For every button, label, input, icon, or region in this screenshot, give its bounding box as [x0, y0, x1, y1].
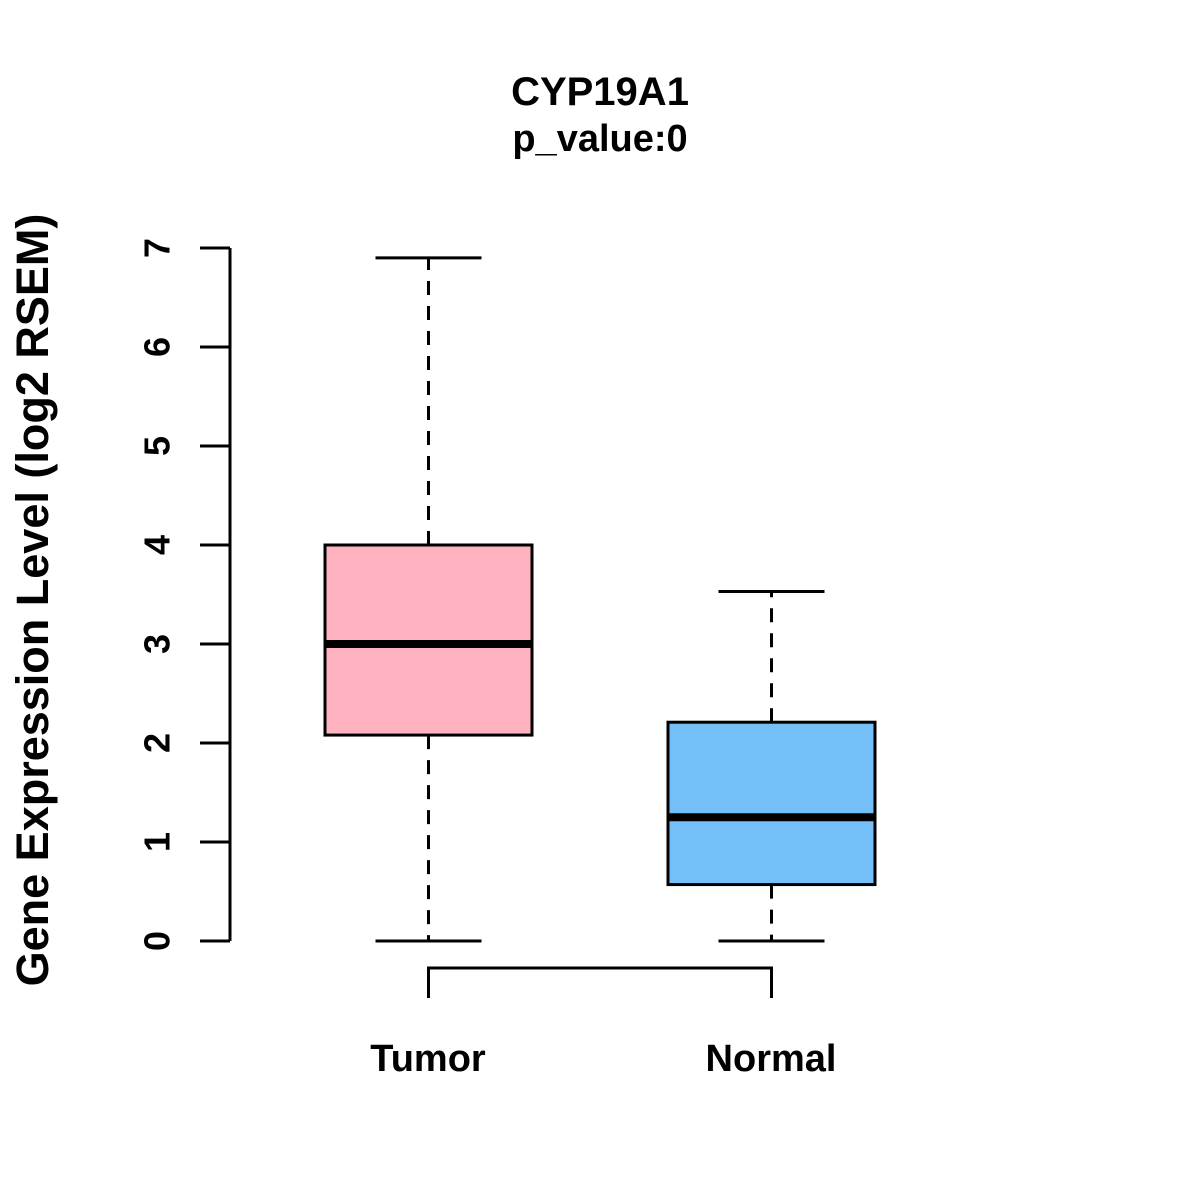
y-tick-label: 1 — [137, 832, 178, 852]
y-tick-label: 4 — [137, 535, 178, 555]
comparison-bracket — [427, 966, 773, 998]
y-tick-label: 3 — [137, 634, 178, 654]
category-label-normal: Normal — [705, 1038, 837, 1080]
y-tick-label: 0 — [137, 931, 178, 951]
y-tick-label: 5 — [137, 436, 178, 456]
category-label-tumor: Tumor — [370, 1038, 486, 1080]
y-tick-label: 6 — [137, 337, 178, 357]
box-normal — [666, 720, 877, 887]
chart-subtitle: p_value:0 — [512, 118, 688, 160]
y-tick-label: 7 — [137, 238, 178, 258]
y-tick-label: 2 — [137, 733, 178, 753]
chart-title: CYP19A1 — [511, 70, 689, 114]
